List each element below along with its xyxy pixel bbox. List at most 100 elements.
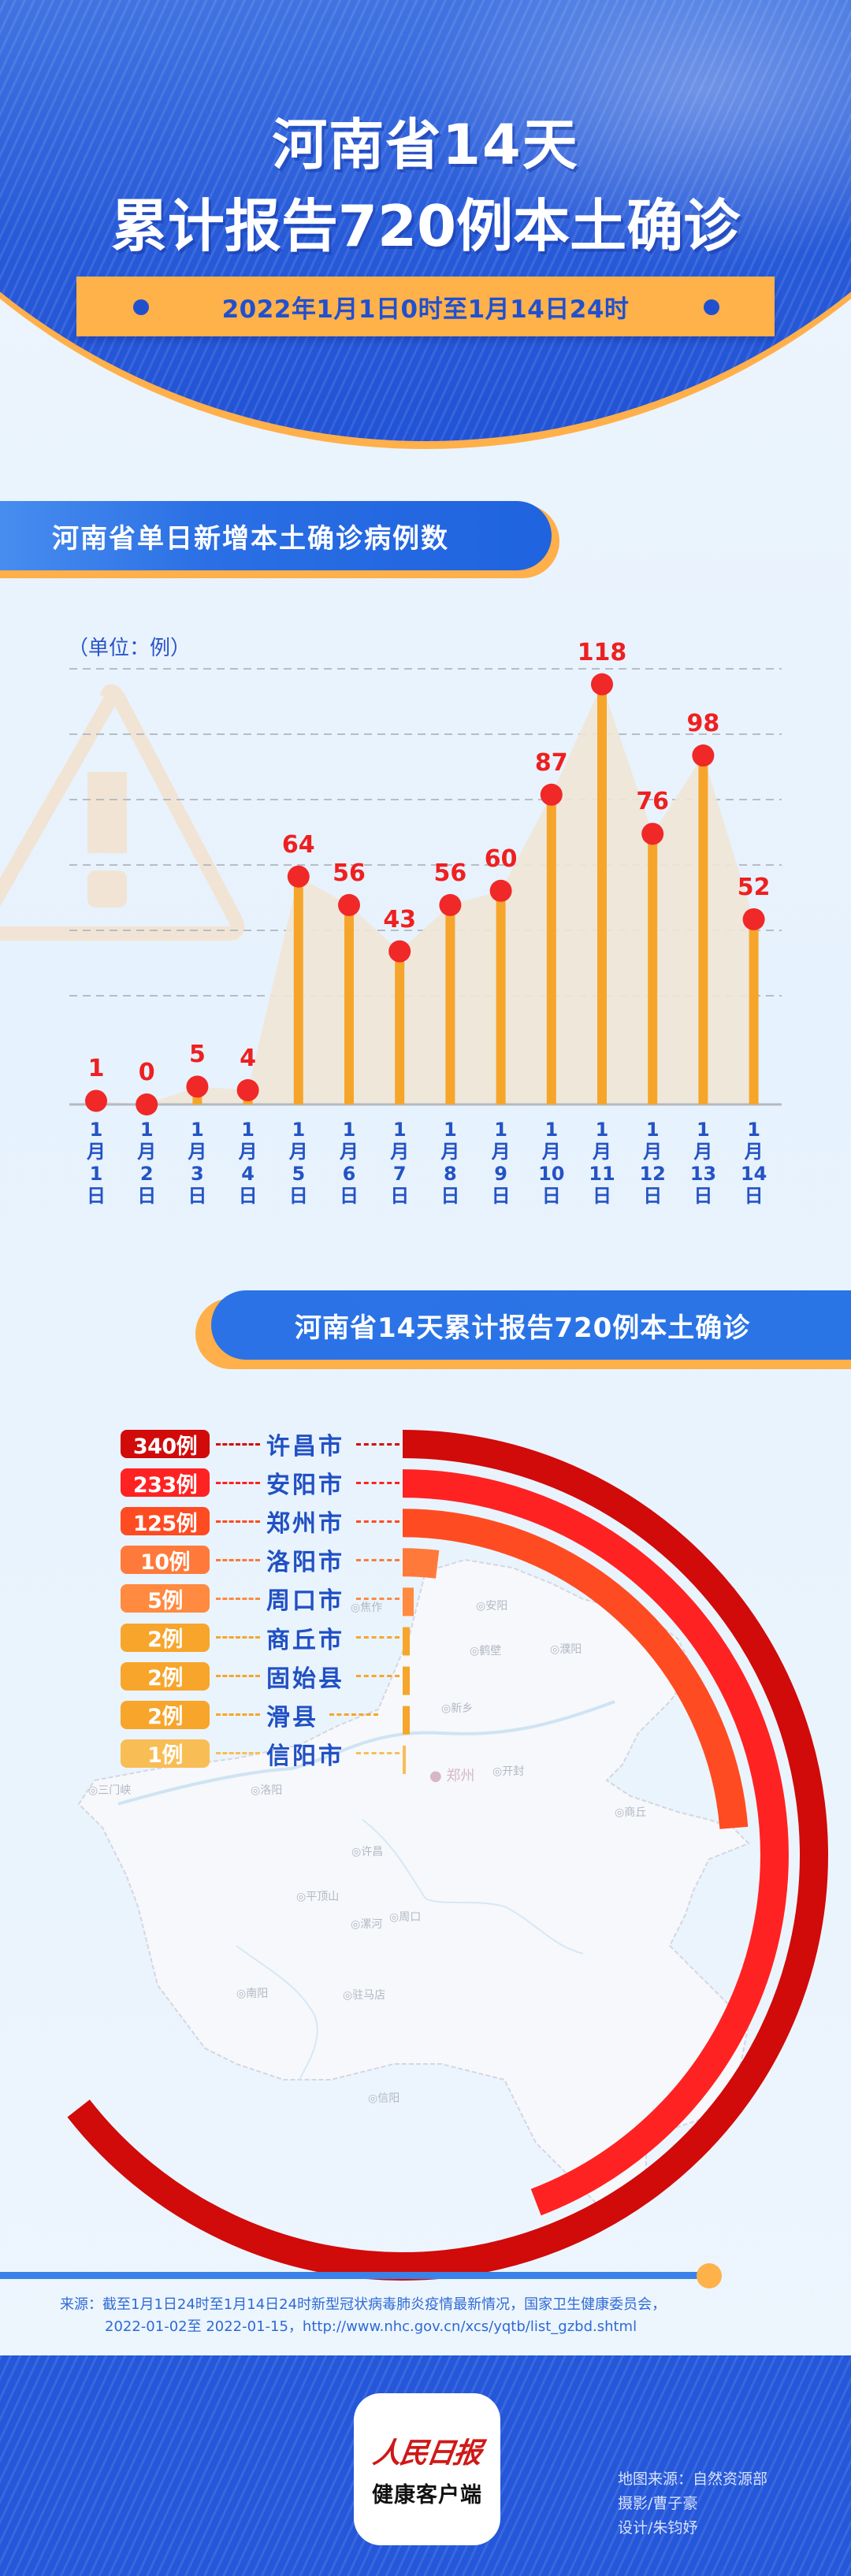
ranking-row: 1例 信阳市 (121, 1739, 399, 1770)
logo-subtitle: 健康客户端 (372, 2483, 482, 2507)
case-count-badge: 2例 (121, 1700, 210, 1729)
source-note: 来源：截至1月1日24时至1月14日24时新型冠状病毒肺炎疫情最新情况，国家卫生… (60, 2294, 666, 2338)
leader-line (356, 1636, 399, 1639)
credit-designer: 设计/朱钧妤 (618, 2519, 698, 2537)
map-city-label: ◎驻马店 (343, 1989, 386, 2002)
page-title-line1: 河南省14天 (272, 113, 579, 177)
map-city-label: ◎许昌 (351, 1846, 384, 1858)
leader-line (216, 1713, 260, 1717)
source-line2: 2022-01-02至 2022-01-15，http://www.nhc.go… (105, 2318, 637, 2335)
hero-background (0, 0, 851, 449)
map-city-label: ◎三门峡 (88, 1784, 132, 1797)
map-city-label: ◎开封 (492, 1765, 525, 1778)
city-name: 固始县 (266, 1665, 344, 1693)
leader-line (356, 1520, 399, 1523)
ranking-row: 5例 周口市 (121, 1584, 399, 1616)
city-name: 周口市 (266, 1587, 344, 1616)
radial-bar[interactable] (403, 1745, 406, 1774)
radial-bar[interactable] (402, 1548, 440, 1579)
map-city-label: ◎南阳 (236, 1988, 269, 2000)
city-name: 商丘市 (266, 1626, 344, 1654)
case-count-badge: 340例 (121, 1430, 210, 1459)
map-city-label: ◎漯河 (351, 1918, 383, 1931)
radial-bar[interactable] (403, 1587, 414, 1616)
ranking-row: 2例 商丘市 (121, 1623, 399, 1654)
chart-unit-label: （单位：例） (68, 637, 191, 660)
case-count-badge: 125例 (121, 1507, 210, 1536)
city-name: 信阳市 (266, 1742, 344, 1770)
leader-line (216, 1442, 260, 1446)
footer-divider-line (0, 2272, 701, 2279)
leader-line (216, 1636, 260, 1639)
bullet-dot-icon (133, 299, 149, 315)
peoples-daily-health-logo: 人民日报 健康客户端 (354, 2393, 500, 2545)
radial-bar[interactable] (403, 1706, 410, 1735)
leader-line (329, 1713, 378, 1717)
map-city-label: ◎焦作 (351, 1602, 383, 1614)
source-line1: 截至1月1日24时至1月14日24时新型冠状病毒肺炎疫情最新情况，国家卫生健康委… (102, 2296, 667, 2313)
leader-line (356, 1442, 399, 1446)
river-line (362, 1819, 584, 1954)
case-count-badge: 2例 (121, 1661, 210, 1691)
map-city-label: ◎濮阳 (550, 1643, 582, 1656)
leader-line (356, 1675, 399, 1678)
radial-bar[interactable] (403, 1666, 410, 1695)
map-city-label: ● 郑州 (429, 1768, 475, 1784)
case-count-badge: 1例 (121, 1739, 210, 1768)
map-city-label: ◎鹤壁 (470, 1645, 502, 1657)
map-city-label: ◎安阳 (476, 1600, 508, 1613)
henan-province-outline (77, 1558, 750, 2207)
ranking-row: 340例 许昌市 (121, 1430, 399, 1461)
radial-bar[interactable] (402, 1469, 789, 2216)
leader-line (216, 1597, 260, 1600)
ranking-row: 2例 固始县 (121, 1661, 399, 1693)
date-range-banner: 2022年1月1日0时至1月14日24时 (76, 277, 775, 336)
map-city-label: ◎洛阳 (251, 1784, 283, 1797)
logo-wordmark: 人民日报 (370, 2437, 483, 2470)
leader-line (216, 1558, 260, 1561)
river-line (236, 1945, 318, 2080)
leader-line (216, 1752, 260, 1755)
map-city-label: ◎周口 (389, 1911, 422, 1924)
leader-line (216, 1520, 260, 1523)
leader-line (216, 1481, 260, 1484)
radial-bar[interactable] (402, 1509, 749, 1829)
case-count-badge: 10例 (121, 1546, 210, 1575)
henan-map-and-radial-chart (67, 1430, 828, 2281)
map-city-label: ◎信阳 (368, 2092, 400, 2105)
radial-bar[interactable] (67, 1430, 828, 2281)
city-name: 安阳市 (266, 1472, 344, 1500)
ranking-row: 233例 安阳市 (121, 1468, 399, 1500)
date-range-text: 2022年1月1日0时至1月14日24时 (221, 295, 630, 324)
ranking-row: 125例 郑州市 (121, 1507, 399, 1538)
hero-blue-disc (0, 0, 851, 441)
case-count-badge: 233例 (121, 1468, 210, 1498)
city-name: 许昌市 (266, 1433, 344, 1461)
credit-map-source: 地图来源：自然资源部 (618, 2470, 768, 2488)
leader-line (356, 1752, 399, 1755)
leader-line (356, 1597, 399, 1600)
section-header-daily: 河南省单日新增本土确诊病例数 (0, 501, 552, 570)
case-count-badge: 2例 (121, 1623, 210, 1652)
city-name: 洛阳市 (266, 1549, 344, 1577)
leader-line (356, 1481, 399, 1484)
footer-divider-dot (697, 2263, 722, 2288)
map-city-label: ◎商丘 (615, 1806, 647, 1819)
leader-line (356, 1558, 399, 1561)
ranking-row: 10例 洛阳市 (121, 1546, 399, 1576)
credits: 地图来源：自然资源部 摄影/曹子豪 设计/朱钧妤 (618, 2467, 767, 2541)
city-name: 滑县 (266, 1703, 318, 1732)
radial-bars (67, 1430, 828, 2281)
map-city-label: ◎新乡 (441, 1702, 474, 1715)
credit-photographer: 摄影/曹子豪 (618, 2495, 698, 2512)
section-title-total: 河南省14天累计报告720例本土确诊 (295, 1312, 751, 1344)
source-label: 来源： (60, 2296, 102, 2313)
section-header-total: 河南省14天累计报告720例本土确诊 (211, 1290, 851, 1360)
section-title-daily: 河南省单日新增本土确诊病例数 (52, 522, 449, 555)
map-city-label: ◎平顶山 (296, 1891, 340, 1903)
leader-line (216, 1675, 260, 1678)
ranking-row: 2例 滑县 (121, 1700, 378, 1732)
city-name: 郑州市 (266, 1510, 344, 1539)
radial-bar[interactable] (403, 1627, 410, 1656)
case-count-badge: 5例 (121, 1584, 210, 1613)
